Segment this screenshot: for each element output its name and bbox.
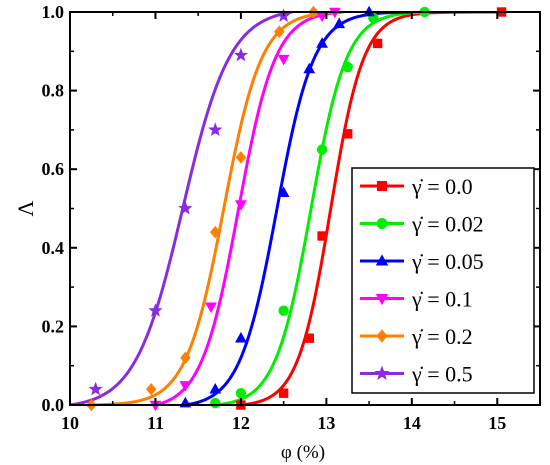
x-tick-label: 10	[61, 413, 79, 433]
data-point-marker	[145, 383, 157, 396]
data-point-marker	[374, 365, 390, 380]
data-point-marker	[278, 388, 289, 398]
data-point-marker	[233, 47, 249, 62]
data-markers	[86, 5, 507, 412]
data-point-marker	[277, 54, 290, 66]
data-point-marker	[205, 302, 217, 314]
data-point-marker	[235, 388, 247, 399]
legend-entry-label: γ̇ = 0.2	[411, 324, 473, 349]
data-point-marker	[343, 129, 353, 139]
data-point-marker	[235, 331, 247, 343]
data-point-marker	[235, 200, 247, 211]
data-point-marker	[316, 37, 328, 48]
axis-ticks	[69, 11, 540, 406]
data-point-marker	[88, 381, 103, 396]
x-tick-label: 15	[488, 413, 506, 433]
x-tick-label: 12	[232, 413, 250, 433]
data-point-marker	[178, 200, 193, 215]
data-point-marker	[375, 293, 389, 306]
y-tick-label: 0.0	[42, 395, 65, 415]
data-point-marker	[180, 351, 191, 365]
y-tick-label: 0.4	[42, 238, 65, 258]
x-tick-label: 13	[317, 413, 335, 433]
data-point-marker	[375, 254, 389, 266]
data-point-marker	[274, 25, 285, 38]
data-point-marker	[333, 17, 346, 29]
y-tick-label: 0.6	[42, 159, 65, 179]
x-tick-label: 14	[403, 413, 421, 433]
data-point-marker	[277, 186, 290, 198]
data-point-marker	[209, 383, 222, 394]
x-tick-label: 11	[147, 413, 164, 433]
legend-entry-label: γ̇ = 0.0	[411, 174, 473, 199]
legend-entry-label: γ̇ = 0.1	[411, 287, 473, 312]
data-point-marker	[303, 62, 316, 74]
data-point-marker	[148, 303, 163, 317]
fit-curve-line	[87, 12, 344, 405]
data-point-marker	[209, 225, 221, 239]
y-tick-label: 0.2	[42, 316, 65, 336]
data-point-marker	[377, 181, 387, 191]
axis-tick-labels: 10 11 12 13 14 15 0.0 0.2 0.4 0.6 0.8 1.0	[42, 2, 507, 433]
legend: γ̇ = 0.0 γ̇ = 0.02 γ̇ = 0.05 γ̇ = 0.1 γ̇ = 0…	[351, 167, 535, 394]
data-point-marker	[317, 231, 327, 241]
x-axis-label: φ (%)	[281, 442, 325, 463]
data-point-marker	[372, 38, 383, 49]
data-point-marker	[208, 122, 223, 137]
legend-entry-label: γ̇ = 0.05	[411, 249, 484, 274]
data-point-marker	[376, 329, 388, 343]
y-axis-label: Λ	[13, 200, 38, 216]
data-point-marker	[278, 305, 289, 316]
legend-entry-label: γ̇ = 0.02	[411, 212, 484, 237]
legend-entry-label: γ̇ = 0.5	[411, 362, 473, 387]
data-point-marker	[179, 381, 192, 392]
y-tick-label: 0.8	[42, 81, 65, 101]
data-point-marker	[376, 218, 388, 229]
data-point-marker	[304, 333, 314, 343]
data-point-marker	[235, 151, 247, 164]
fit-curve-line	[70, 12, 293, 405]
data-point-marker	[210, 397, 221, 409]
data-point-marker	[316, 144, 328, 155]
data-point-marker	[342, 61, 353, 73]
legend-box	[351, 167, 535, 394]
y-tick-label: 1.0	[42, 2, 65, 22]
